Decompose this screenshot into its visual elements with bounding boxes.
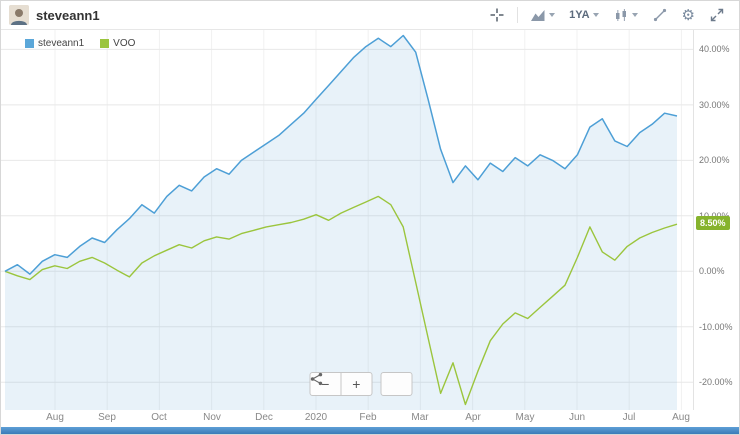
x-axis-label: Dec: [255, 412, 273, 423]
x-axis-label: Jul: [622, 412, 636, 423]
legend-item-steveann1[interactable]: steveann1: [25, 38, 84, 49]
zoom-out-button[interactable]: −: [309, 372, 342, 396]
chevron-down-icon: [592, 13, 599, 17]
fullscreen-button[interactable]: [703, 4, 731, 26]
plot-svg: [1, 30, 693, 410]
share-button[interactable]: [310, 372, 413, 396]
date-range-label: 1YA: [569, 9, 590, 21]
zoom-controls: − +: [309, 372, 413, 396]
avatar-image: [9, 5, 29, 25]
expand-icon: [710, 8, 724, 22]
x-axis-label: Mar: [411, 412, 429, 423]
legend-label: steveann1: [38, 38, 85, 49]
x-axis-label: Sep: [98, 412, 116, 423]
legend-swatch-steveann1: [25, 39, 34, 48]
y-axis-label: -10.00%: [699, 322, 733, 332]
chart-area: steveann1 VOO − +: [1, 30, 739, 410]
toolbar-divider: [517, 7, 519, 23]
x-axis-label: Aug: [46, 412, 64, 423]
legend-item-voo[interactable]: VOO: [100, 38, 135, 49]
settings-button[interactable]: ⚙: [676, 5, 701, 26]
x-axis-label: Feb: [359, 412, 377, 423]
zoom-in-button[interactable]: +: [340, 372, 373, 396]
x-axis-label: May: [515, 412, 535, 423]
share-icon: [310, 372, 323, 386]
y-axis-label: 40.00%: [699, 44, 730, 54]
x-axis-label: Apr: [465, 412, 481, 423]
timeline-scrollbar[interactable]: [1, 427, 739, 434]
y-axis-label: 0.00%: [699, 266, 725, 276]
y-axis-label: 30.00%: [699, 100, 730, 110]
y-axis[interactable]: 40.00%30.00%20.00%10.00%0.00%-10.00%-20.…: [693, 30, 739, 410]
date-range-button[interactable]: 1YA: [563, 6, 604, 24]
series-line-voo: [4, 195, 678, 406]
crosshair-button[interactable]: [483, 4, 511, 26]
crosshair-icon: [490, 8, 504, 22]
legend: steveann1 VOO: [25, 38, 135, 49]
toolbar: 1YA ⚙: [483, 4, 731, 26]
page-title: steveann1: [36, 7, 100, 23]
legend-swatch-voo: [100, 39, 110, 48]
x-axis-label: Nov: [203, 412, 221, 423]
x-axis-label: 2020: [304, 412, 328, 423]
series-line-steveann1: [4, 34, 678, 275]
chart-style-button[interactable]: [524, 5, 561, 25]
x-axis-label: Aug: [672, 412, 690, 423]
candlestick-icon: [615, 8, 626, 21]
chevron-down-icon: [549, 13, 556, 17]
y-axis-label: -20.00%: [699, 377, 733, 387]
x-axis[interactable]: Aug Sep Oct Nov Dec 2020 Feb Mar Apr May Jun Jul Aug: [1, 410, 739, 427]
draw-tool-button[interactable]: [646, 4, 674, 26]
x-axis-label: Oct: [151, 412, 167, 423]
x-axis-label: Jun: [568, 412, 586, 423]
area-chart-icon: [531, 10, 545, 21]
avatar[interactable]: [9, 5, 29, 25]
chevron-down-icon: [631, 13, 638, 17]
gear-icon: ⚙: [681, 6, 695, 24]
trend-line-icon: [653, 8, 666, 22]
series-area-steveann1: [5, 35, 677, 410]
y-axis-label: 20.00%: [699, 155, 730, 165]
legend-label: VOO: [113, 38, 136, 49]
plot[interactable]: steveann1 VOO − +: [1, 30, 693, 410]
header: steveann1 1YA: [1, 1, 739, 30]
last-value-badge: 8.50%: [696, 216, 730, 230]
series-style-button[interactable]: [607, 5, 644, 26]
